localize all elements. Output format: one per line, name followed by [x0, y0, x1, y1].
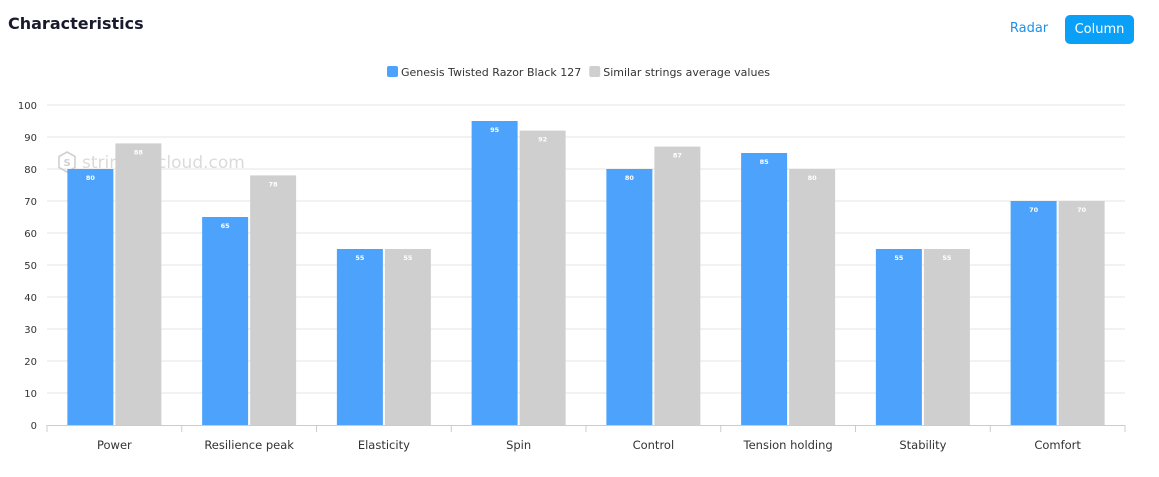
x-tick-label: Elasticity	[358, 438, 410, 452]
page-title: Characteristics	[8, 14, 144, 33]
bar-average	[115, 143, 162, 425]
x-tick-label: Tension holding	[743, 438, 833, 452]
y-tick-label: 30	[24, 325, 37, 336]
bar-data-label: 95	[490, 126, 500, 134]
x-tick-label: Comfort	[1034, 438, 1081, 452]
y-tick-label: 90	[24, 133, 37, 144]
bar-average	[923, 249, 970, 425]
bar-data-label: 78	[269, 180, 279, 188]
bar-product	[875, 249, 922, 425]
bar-average	[654, 146, 701, 425]
bar-data-label: 65	[221, 222, 231, 230]
bar-data-label: 80	[625, 174, 635, 182]
bar-data-label: 85	[760, 158, 770, 166]
y-tick-label: 50	[24, 261, 37, 272]
x-tick-label: Resilience peak	[204, 438, 294, 452]
bar-data-label: 70	[1029, 206, 1039, 214]
y-tick-label: 100	[18, 101, 37, 112]
x-tick-label: Spin	[506, 438, 531, 452]
bar-product	[336, 249, 383, 425]
bar-product	[606, 169, 653, 425]
bar-average	[519, 130, 566, 425]
y-tick-label: 10	[24, 389, 37, 400]
watermark-logo-icon	[58, 151, 76, 173]
bar-average	[250, 175, 297, 425]
y-tick-label: 80	[24, 165, 37, 176]
bar-data-label: 70	[1077, 206, 1087, 214]
bar-product	[471, 121, 518, 425]
column-view-button[interactable]: Column	[1065, 15, 1134, 44]
bar-average	[1058, 201, 1105, 425]
bar-product	[67, 169, 114, 425]
bar-data-label: 80	[86, 174, 96, 182]
bar-data-label: 92	[538, 136, 547, 144]
bar-product	[202, 217, 249, 425]
legend-swatch-product	[387, 66, 398, 77]
y-tick-label: 40	[24, 293, 37, 304]
x-tick-label: Power	[97, 438, 132, 452]
bar-data-label: 55	[403, 254, 413, 262]
radar-view-button[interactable]: Radar	[998, 16, 1060, 42]
bar-data-label: 88	[134, 148, 144, 156]
bar-data-label: 55	[894, 254, 904, 262]
legend-label-product: Genesis Twisted Razor Black 127	[401, 66, 581, 79]
bar-product	[741, 153, 788, 425]
bar-data-label: 55	[355, 254, 365, 262]
legend[interactable]: Genesis Twisted Razor Black 127 Similar s…	[387, 66, 770, 79]
bars: 80 88 65 78 55 55 95 92 80 87 85 80 55 55 70 70	[67, 121, 1105, 425]
bar-data-label: 87	[673, 152, 682, 160]
bar-average	[789, 169, 836, 425]
legend-swatch-average	[589, 66, 601, 77]
x-tick-label: Control	[633, 438, 675, 452]
y-axis: 0 10 20 30 40 50 60 70 80 90 100	[18, 101, 37, 432]
y-tick-label: 60	[24, 229, 37, 240]
bar-data-label: 80	[808, 174, 818, 182]
x-axis: Power Resilience peak Elasticity Spin Contro…	[46, 425, 1126, 452]
watermark-logo-letter: S	[64, 158, 71, 169]
y-tick-label: 70	[24, 197, 37, 208]
y-tick-label: 20	[24, 357, 37, 368]
legend-label-average: Similar strings average values	[603, 66, 770, 79]
bar-product	[1010, 201, 1057, 425]
x-tick-label: Stability	[899, 438, 946, 452]
y-tick-label: 0	[31, 421, 37, 432]
bar-data-label: 55	[942, 254, 952, 262]
bar-average	[384, 249, 431, 425]
